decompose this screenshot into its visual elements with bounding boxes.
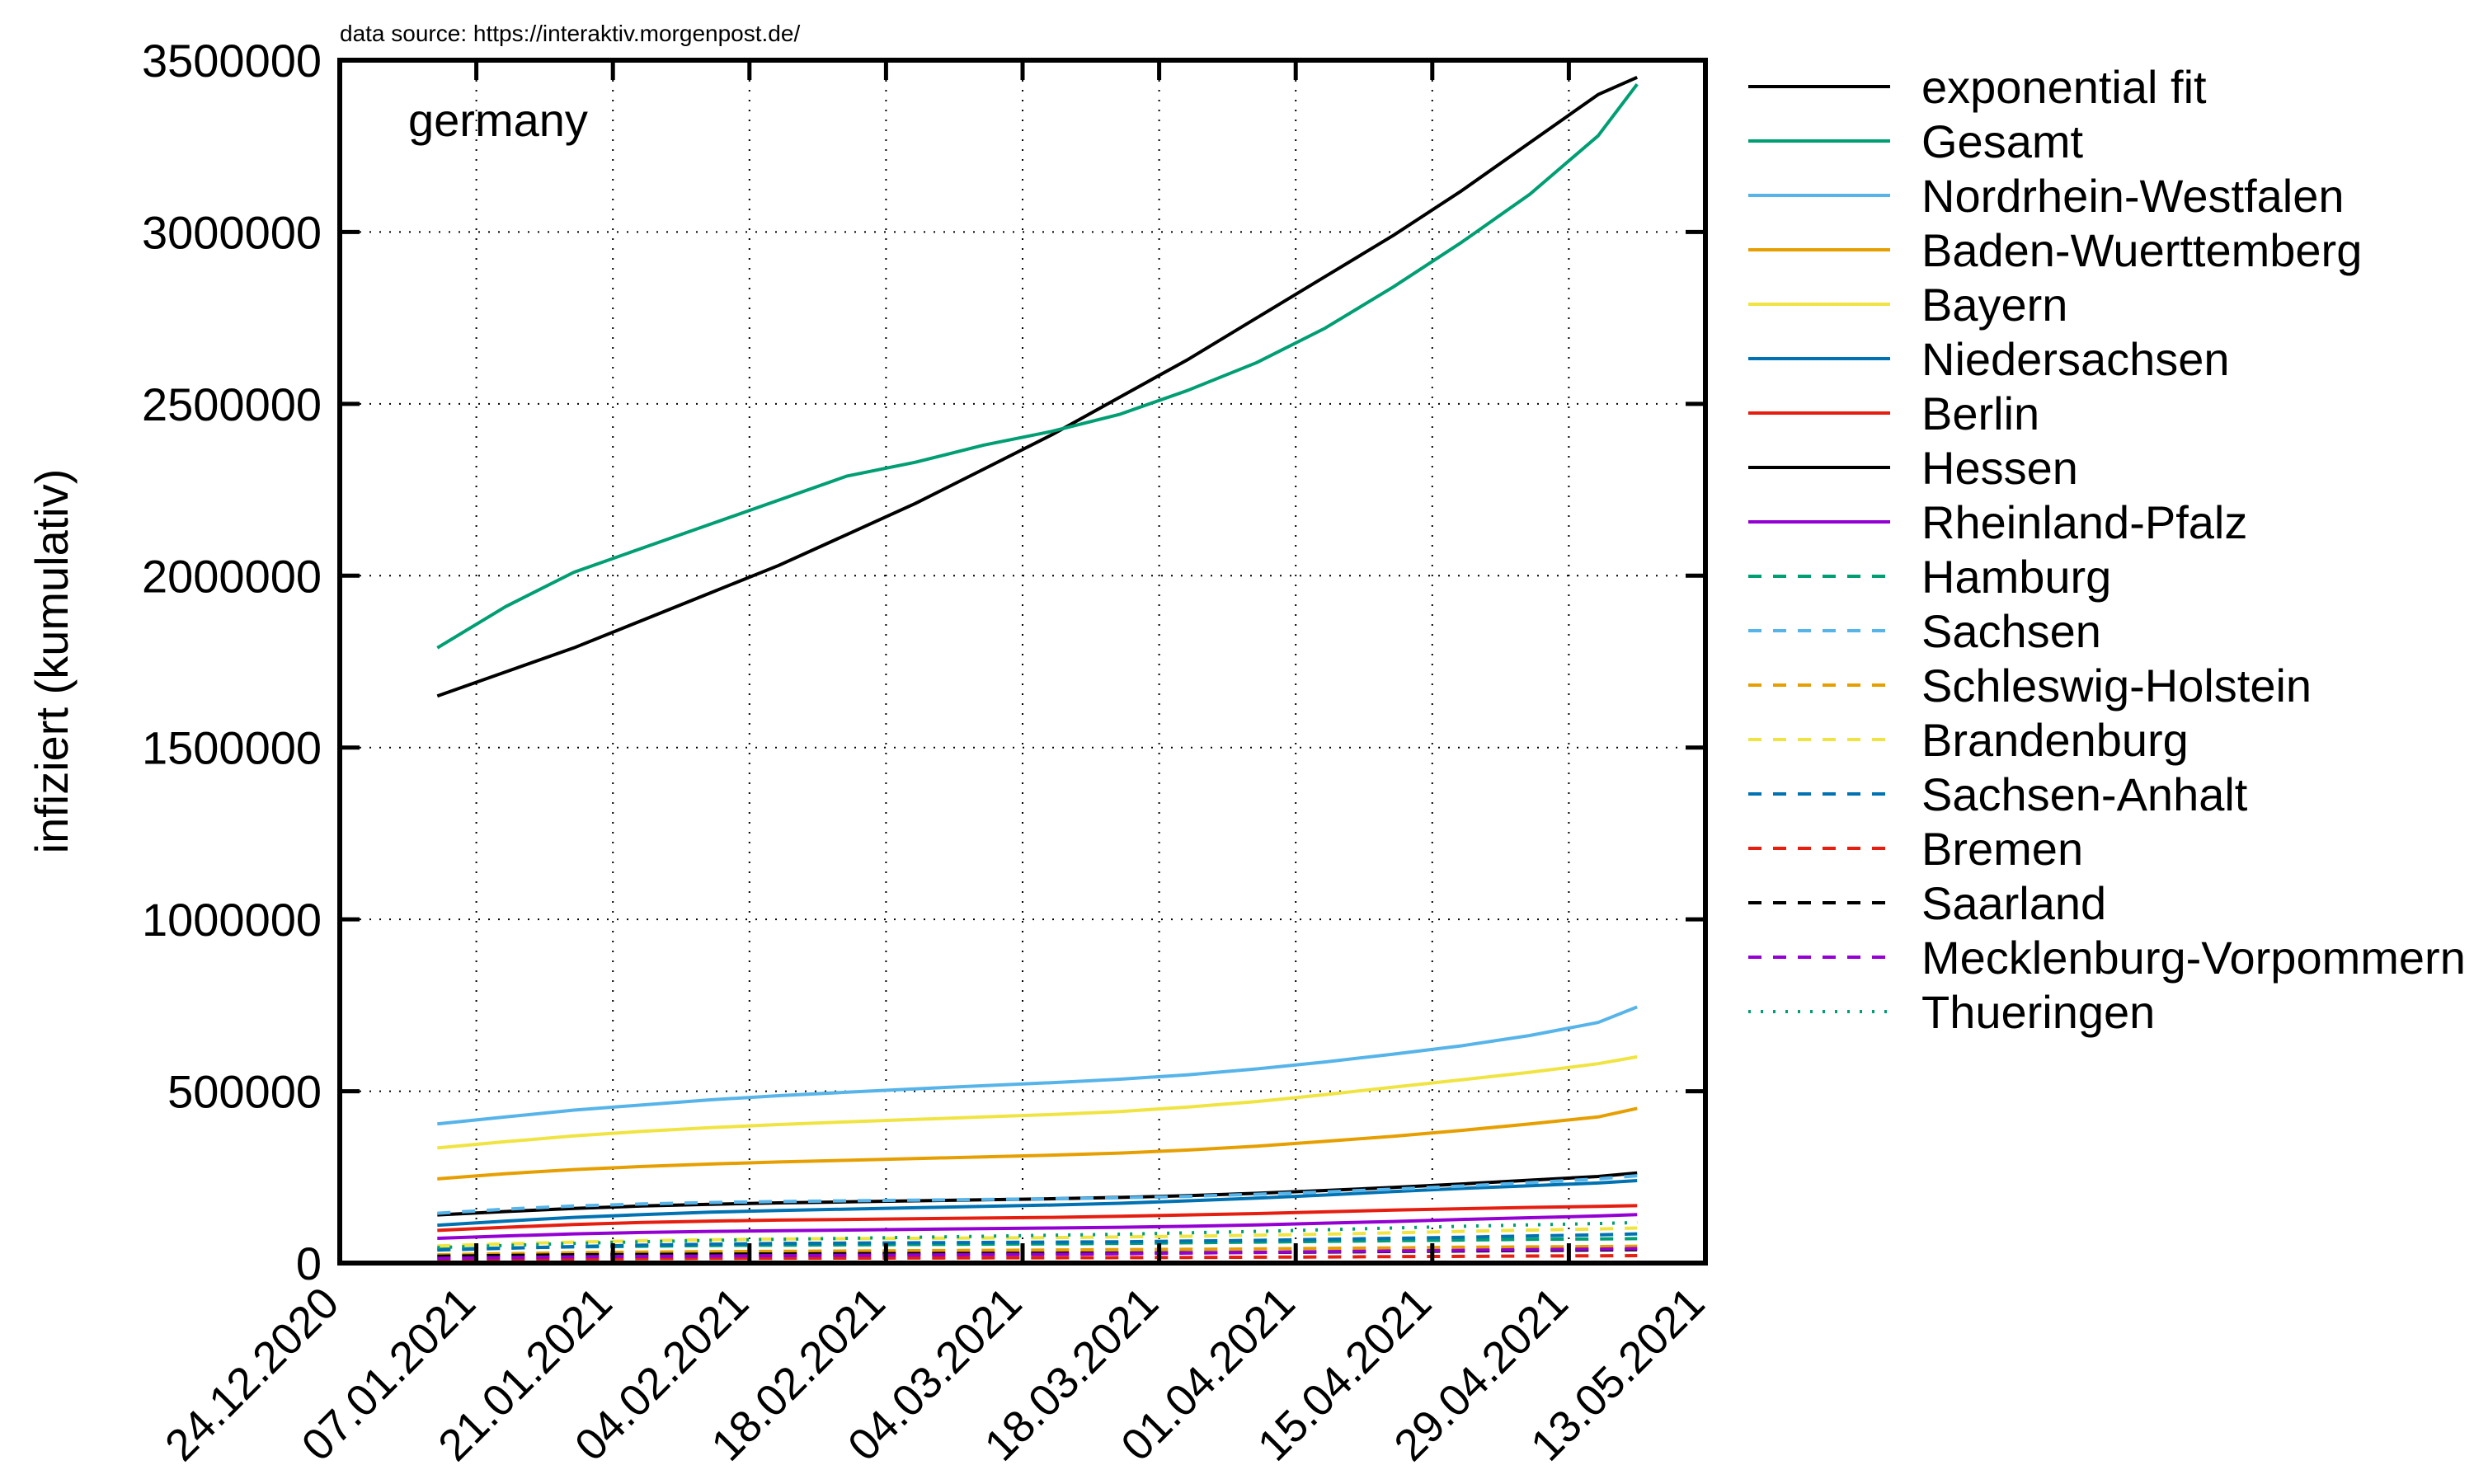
series-line (436, 82, 1639, 650)
series-group (436, 75, 1639, 1261)
series-line (437, 1005, 1638, 1126)
series-line (437, 1244, 1638, 1256)
series-line (437, 1254, 1638, 1261)
legend: exponential fitGesamtNordrhein-Westfalen… (1748, 61, 2466, 1038)
series-line (436, 75, 1639, 698)
y-tick-label: 2500000 (142, 378, 322, 430)
legend-label: Baden-Wuerttemberg (1921, 224, 2362, 276)
series-line (437, 1174, 1638, 1215)
y-tick-label: 500000 (167, 1066, 322, 1118)
series-line (437, 1204, 1638, 1233)
legend-label: Niedersachsen (1921, 333, 2230, 385)
series-line (437, 1232, 1638, 1252)
series-line (437, 1106, 1638, 1181)
legend-label: Gesamt (1921, 115, 2083, 167)
legend-label: Sachsen-Anhalt (1921, 768, 2248, 820)
legend-label: Mecklenburg-Vorpommern (1921, 932, 2466, 984)
series-line (437, 1226, 1638, 1248)
y-tick-label: 3500000 (142, 35, 322, 87)
legend-label: Bayern (1921, 279, 2067, 331)
series-line (437, 1247, 1638, 1261)
series-line (437, 1213, 1638, 1240)
legend-label: Saarland (1921, 877, 2106, 929)
legend-label: Bremen (1921, 823, 2083, 875)
legend-label: Brandenburg (1921, 714, 2189, 766)
series-line (437, 1171, 1638, 1217)
y-tick-label: 1500000 (142, 722, 322, 774)
y-tick-label: 3000000 (142, 206, 322, 258)
legend-label: exponential fit (1921, 61, 2207, 113)
chart-title: germany (408, 94, 588, 146)
y-tick-label: 2000000 (142, 550, 322, 602)
legend-label: Hessen (1921, 442, 2078, 494)
legend-label: Schleswig-Holstein (1921, 660, 2312, 711)
series-line (437, 1054, 1638, 1150)
legend-label: Berlin (1921, 387, 2039, 439)
legend-label: Thueringen (1921, 986, 2155, 1038)
source-note: data source: https://interaktiv.morgenpo… (340, 21, 800, 46)
legend-label: Hamburg (1921, 551, 2111, 603)
legend-label: Nordrhein-Westfalen (1921, 170, 2345, 222)
legend-label: Sachsen (1921, 605, 2101, 657)
series-line (437, 1179, 1638, 1228)
y-tick-label: 1000000 (142, 894, 322, 946)
y-axis-label: infiziert (kumulativ) (26, 469, 78, 854)
y-tick-label: 0 (296, 1237, 322, 1289)
legend-label: Rheinland-Pfalz (1921, 496, 2247, 548)
